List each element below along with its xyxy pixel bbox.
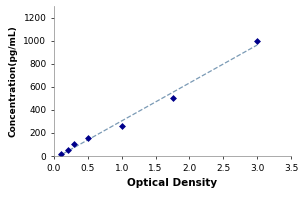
X-axis label: Optical Density: Optical Density xyxy=(128,178,218,188)
Y-axis label: Concentration(pg/mL): Concentration(pg/mL) xyxy=(9,25,18,137)
